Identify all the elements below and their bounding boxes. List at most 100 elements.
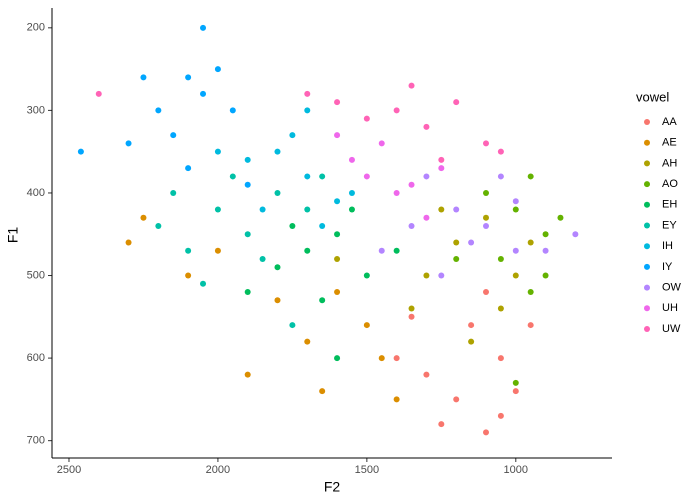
point xyxy=(393,247,400,254)
point xyxy=(468,239,475,246)
y-axis-title: F1 xyxy=(5,227,21,244)
point xyxy=(274,189,281,196)
point xyxy=(214,206,221,213)
point xyxy=(453,396,460,403)
point xyxy=(77,148,84,155)
x-tick-label: 2000 xyxy=(206,464,230,476)
point xyxy=(378,140,385,147)
legend-marker xyxy=(644,139,650,146)
x-axis-title: F2 xyxy=(324,479,341,495)
point xyxy=(483,289,489,296)
point xyxy=(378,247,385,254)
point xyxy=(348,189,355,196)
point xyxy=(408,181,415,188)
point xyxy=(200,90,207,97)
legend-marker xyxy=(644,222,650,229)
point xyxy=(304,173,311,180)
point xyxy=(512,247,519,254)
point xyxy=(438,165,445,172)
point xyxy=(125,239,132,246)
point xyxy=(334,256,341,263)
point xyxy=(95,90,102,97)
y-tick-label: 200 xyxy=(27,22,45,34)
legend-marker xyxy=(644,263,650,270)
point xyxy=(348,156,355,163)
point xyxy=(125,140,132,147)
point xyxy=(319,297,326,304)
y-tick-label: 300 xyxy=(27,104,45,116)
point xyxy=(542,247,549,254)
point xyxy=(334,132,341,139)
point xyxy=(214,148,221,155)
point xyxy=(334,289,341,296)
y-tick-label: 700 xyxy=(27,435,45,447)
legend-marker xyxy=(644,119,650,125)
point xyxy=(319,388,326,395)
point xyxy=(453,206,460,213)
point xyxy=(512,206,519,213)
point xyxy=(527,322,534,329)
point xyxy=(334,231,341,238)
point xyxy=(527,173,534,180)
point xyxy=(244,156,251,163)
legend-marker xyxy=(644,160,650,167)
point xyxy=(140,74,147,81)
point xyxy=(229,107,236,114)
point xyxy=(423,272,430,279)
point xyxy=(408,313,415,320)
point xyxy=(497,305,504,312)
legend-marker xyxy=(644,181,650,188)
point xyxy=(229,173,236,180)
point xyxy=(512,198,519,205)
point xyxy=(453,99,460,106)
x-tick-label: 1000 xyxy=(504,464,528,476)
legend-marker xyxy=(644,326,650,332)
point xyxy=(334,198,341,205)
point xyxy=(438,421,445,428)
point xyxy=(289,322,296,329)
legend-label: UH xyxy=(662,302,678,314)
legend-marker xyxy=(644,243,650,250)
point xyxy=(483,214,489,221)
point xyxy=(393,189,400,196)
point xyxy=(289,132,296,139)
legend-title: vowel xyxy=(636,89,669,104)
legend-label: AO xyxy=(662,178,678,190)
point xyxy=(214,247,221,254)
point xyxy=(304,338,311,345)
point xyxy=(244,289,251,296)
point xyxy=(497,412,504,419)
point xyxy=(438,272,445,279)
point xyxy=(334,99,341,106)
y-tick-label: 600 xyxy=(27,352,45,364)
point xyxy=(497,256,504,263)
point xyxy=(468,338,475,345)
point xyxy=(244,181,251,188)
point xyxy=(483,189,489,196)
point xyxy=(512,388,519,395)
point xyxy=(170,132,177,139)
point xyxy=(304,206,311,213)
point xyxy=(527,289,534,296)
legend-label: AA xyxy=(662,116,677,128)
point xyxy=(483,140,489,147)
point xyxy=(423,371,430,378)
point xyxy=(140,214,147,221)
point xyxy=(319,222,326,229)
point xyxy=(483,429,489,436)
point xyxy=(214,66,221,73)
legend-marker xyxy=(644,284,650,291)
point xyxy=(274,148,281,155)
legend-label: UW xyxy=(662,323,681,335)
point xyxy=(393,107,400,114)
x-tick-label: 1500 xyxy=(355,464,379,476)
point xyxy=(468,322,475,329)
point xyxy=(155,107,162,114)
point xyxy=(408,82,415,89)
point xyxy=(423,214,430,221)
legend-label: OW xyxy=(662,282,682,294)
y-tick-label: 500 xyxy=(27,269,45,281)
point xyxy=(244,231,251,238)
point xyxy=(393,355,400,362)
point xyxy=(497,355,504,362)
